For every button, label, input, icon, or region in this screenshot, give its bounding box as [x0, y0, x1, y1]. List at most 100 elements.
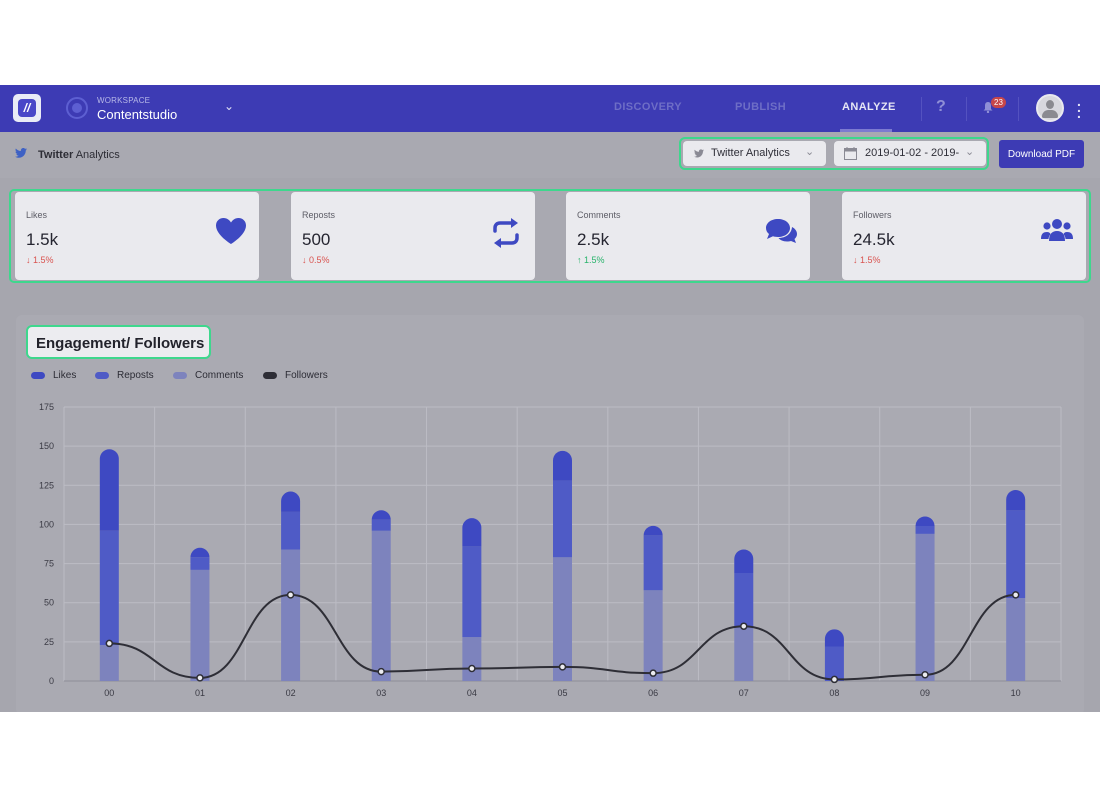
- bar-reposts: [553, 480, 572, 558]
- chevron-down-icon: ⌄: [805, 146, 815, 158]
- divider: [966, 97, 967, 121]
- y-tick-label: 0: [49, 676, 54, 686]
- legend-label: Likes: [53, 370, 77, 381]
- x-tick-label: 02: [286, 688, 296, 698]
- bar-comments: [371, 530, 391, 681]
- bar-comments: [462, 637, 482, 681]
- bar-likes: [1006, 490, 1026, 511]
- download-pdf-button[interactable]: Download PDF: [999, 140, 1084, 168]
- bar-likes: [190, 547, 210, 558]
- card-delta-value: 0.5%: [309, 255, 330, 265]
- x-tick-label: 03: [376, 688, 386, 698]
- card-delta-value: 1.5%: [584, 255, 605, 265]
- x-tick-label: 10: [1011, 688, 1021, 698]
- bar-likes: [553, 450, 572, 481]
- bar-reposts: [1006, 510, 1026, 599]
- card-value: 1.5k: [26, 230, 59, 249]
- likes-card: Likes 1.5k ↓ 1.5%: [15, 192, 259, 280]
- bar-reposts: [190, 557, 210, 570]
- x-tick-label: 08: [829, 688, 839, 698]
- followers-point: [196, 674, 204, 682]
- notification-bell-icon[interactable]: [982, 101, 994, 113]
- followers-point: [468, 664, 476, 673]
- workspace-chevron-down-icon[interactable]: ⌄: [224, 99, 235, 113]
- x-tick-label: 06: [648, 688, 658, 698]
- users-icon: [1041, 219, 1073, 241]
- nav-analyze[interactable]: ANALYZE: [842, 101, 896, 113]
- legend-swatch: [95, 372, 109, 379]
- x-tick-label: 01: [195, 688, 205, 698]
- bar-reposts: [462, 546, 482, 638]
- account-select[interactable]: Twitter Analytics ⌄: [683, 141, 826, 166]
- app-window: // WORKSPACE Contentstudio ⌄ DISCOVERY P…: [0, 85, 1100, 712]
- bar-likes: [99, 449, 119, 531]
- bar-likes: [824, 629, 844, 647]
- comments-card: Comments 2.5k ↑ 1.5%: [566, 192, 810, 280]
- legend-comments[interactable]: Comments: [173, 370, 243, 381]
- x-tick-label: 07: [739, 688, 749, 698]
- bar-reposts: [99, 530, 119, 645]
- bar-reposts: [734, 572, 754, 628]
- comments-icon: [766, 219, 797, 243]
- card-delta: ↓ 1.5%: [853, 255, 881, 265]
- card-value: 500: [302, 230, 331, 249]
- repost-icon: [493, 218, 519, 248]
- arrow-down-icon: ↓: [26, 255, 34, 265]
- x-tick-label: 04: [467, 688, 477, 698]
- y-tick-label: 75: [44, 559, 54, 569]
- card-delta: ↑ 1.5%: [577, 255, 605, 265]
- legend-followers[interactable]: Followers: [263, 370, 328, 381]
- card-label: Reposts: [302, 210, 336, 220]
- followers-point: [558, 663, 567, 671]
- x-tick-label: 05: [557, 688, 567, 698]
- user-avatar[interactable]: [1036, 94, 1064, 122]
- engagement-chart: 0 25 50 75 100 125 150 175 00 01 02 03 04 05 06 07 08 09 1…: [39, 402, 1062, 698]
- card-delta: ↓ 0.5%: [302, 255, 330, 265]
- legend-swatch: [31, 372, 45, 379]
- bar-comments: [190, 569, 210, 681]
- card-label: Likes: [26, 210, 48, 220]
- legend-label: Reposts: [117, 370, 154, 381]
- arrow-down-icon: ↓: [302, 255, 310, 265]
- account-select-value: Twitter Analytics: [711, 147, 790, 159]
- bar-reposts: [281, 511, 301, 550]
- y-tick-label: 50: [44, 598, 54, 608]
- calendar-icon: [844, 147, 857, 160]
- date-range-picker[interactable]: 2019-01-02 - 2019- ⌄: [834, 141, 986, 166]
- reposts-card: Reposts 500 ↓ 0.5%: [291, 192, 535, 280]
- app-logo[interactable]: //: [13, 94, 41, 122]
- bar-likes: [915, 516, 935, 526]
- heart-icon: [216, 218, 246, 244]
- workspace-label: WORKSPACE: [97, 96, 151, 105]
- bar-reposts: [371, 519, 391, 531]
- card-value: 2.5k: [577, 230, 610, 249]
- y-tick-label: 150: [39, 441, 54, 451]
- more-options-icon[interactable]: ...: [1077, 93, 1081, 121]
- bar-comments: [281, 549, 301, 681]
- bar-comments: [734, 627, 754, 681]
- card-value: 24.5k: [853, 230, 895, 249]
- y-tick-label: 25: [44, 637, 54, 647]
- help-icon[interactable]: ?: [936, 98, 946, 115]
- workspace-name[interactable]: Contentstudio: [97, 107, 178, 122]
- x-tick-label: 09: [920, 688, 930, 698]
- y-tick-label: 100: [39, 519, 54, 529]
- nav-discovery[interactable]: DISCOVERY: [614, 101, 682, 113]
- card-delta-value: 1.5%: [33, 255, 54, 265]
- bar-comments: [553, 557, 572, 681]
- card-delta-value: 1.5%: [860, 255, 881, 265]
- legend-likes[interactable]: Likes: [31, 370, 76, 381]
- followers-point: [1011, 591, 1020, 599]
- nav-publish[interactable]: PUBLISH: [735, 101, 787, 113]
- workspace-icon[interactable]: [66, 97, 88, 119]
- legend-reposts[interactable]: Reposts: [95, 370, 154, 381]
- card-label: Comments: [577, 210, 621, 220]
- bar-reposts: [824, 646, 844, 681]
- divider: [921, 97, 922, 121]
- bar-likes: [643, 525, 663, 536]
- section-title-highlight: Engagement/ Followers: [26, 325, 211, 359]
- section-title: Engagement/ Followers: [36, 335, 205, 352]
- page-title-rest: Analytics: [73, 149, 120, 161]
- bar-comments: [1006, 598, 1026, 681]
- y-tick-label: 175: [39, 402, 54, 412]
